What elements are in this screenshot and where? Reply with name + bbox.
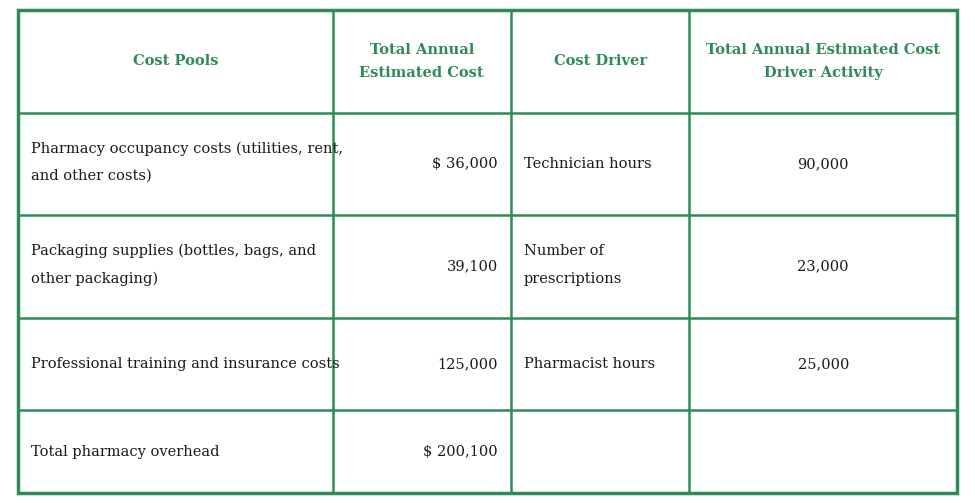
Text: Total pharmacy overhead: Total pharmacy overhead <box>31 445 219 459</box>
Text: Cost Pools: Cost Pools <box>133 54 218 68</box>
Text: Professional training and insurance costs: Professional training and insurance cost… <box>31 357 339 371</box>
Text: Pharmacy occupancy costs (utilities, rent,: Pharmacy occupancy costs (utilities, ren… <box>31 141 343 156</box>
Text: Pharmacist hours: Pharmacist hours <box>524 357 655 371</box>
Text: 39,100: 39,100 <box>447 260 498 274</box>
Text: Cost Driver: Cost Driver <box>554 54 646 68</box>
Text: 23,000: 23,000 <box>798 260 849 274</box>
Text: Number of: Number of <box>524 244 604 258</box>
Text: Packaging supplies (bottles, bags, and: Packaging supplies (bottles, bags, and <box>31 244 316 259</box>
Text: other packaging): other packaging) <box>31 272 158 286</box>
Text: prescriptions: prescriptions <box>524 272 622 286</box>
Text: 25,000: 25,000 <box>798 357 849 371</box>
Text: Total Annual Estimated Cost
Driver Activity: Total Annual Estimated Cost Driver Activ… <box>706 43 940 79</box>
Text: 90,000: 90,000 <box>798 157 849 171</box>
Text: $ 200,100: $ 200,100 <box>423 445 498 459</box>
Text: Total Annual
Estimated Cost: Total Annual Estimated Cost <box>360 43 484 79</box>
Text: 125,000: 125,000 <box>438 357 498 371</box>
Text: Technician hours: Technician hours <box>524 157 651 171</box>
Text: $ 36,000: $ 36,000 <box>432 157 498 171</box>
Text: and other costs): and other costs) <box>31 169 152 183</box>
